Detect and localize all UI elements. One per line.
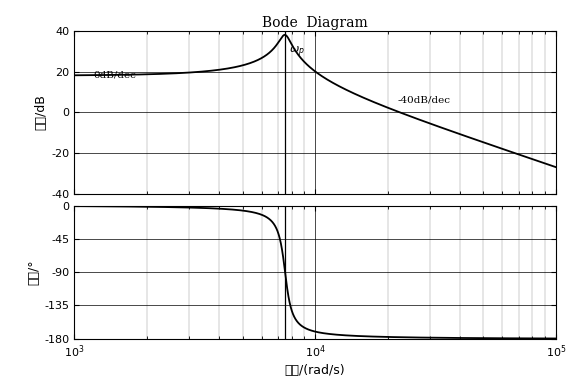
Y-axis label: 幅値/dB: 幅値/dB: [34, 94, 48, 130]
Text: $\omega_p$: $\omega_p$: [289, 45, 305, 59]
Title: Bode  Diagram: Bode Diagram: [262, 16, 368, 30]
Text: -40dB/dec: -40dB/dec: [398, 95, 450, 104]
Text: 0dB/dec: 0dB/dec: [93, 70, 136, 79]
X-axis label: 频率/(rad/s): 频率/(rad/s): [285, 365, 346, 377]
Y-axis label: 相位/°: 相位/°: [28, 259, 40, 285]
